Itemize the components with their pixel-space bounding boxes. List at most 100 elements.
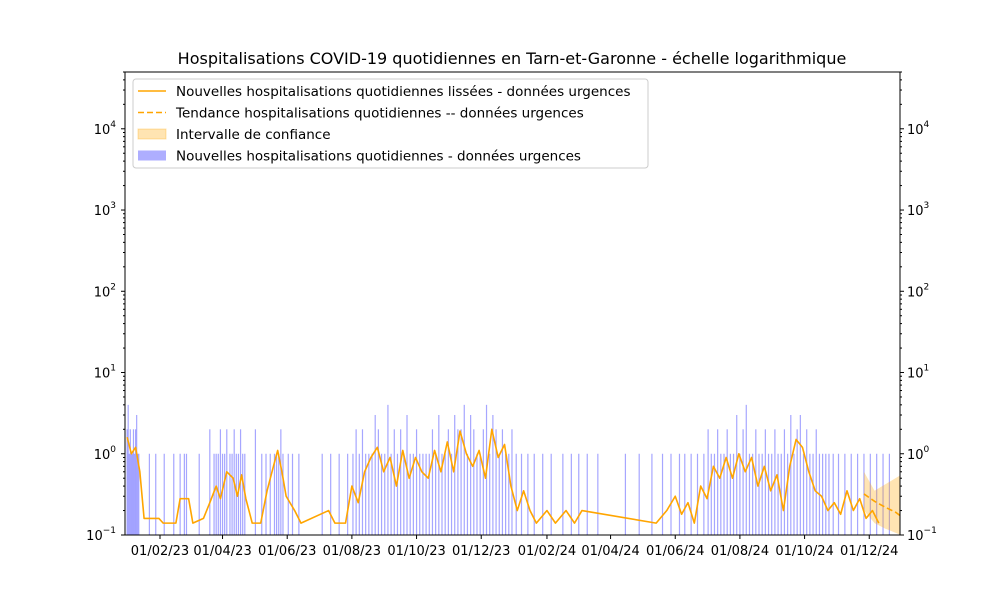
y-tick-label-left: 103: [94, 201, 116, 219]
bar: [707, 429, 709, 535]
bar: [135, 429, 137, 535]
bar: [670, 453, 672, 535]
x-tick-label: 01/02/23: [131, 544, 189, 559]
bar: [489, 453, 491, 535]
confidence-band: [863, 471, 900, 535]
y-tick-label-left: 104: [94, 120, 117, 138]
bar: [380, 453, 383, 535]
bar: [298, 453, 300, 535]
bar: [273, 453, 276, 535]
x-tick-label: 01/12/24: [840, 544, 898, 559]
bar: [215, 453, 217, 535]
bar: [179, 453, 181, 535]
bar: [133, 453, 136, 535]
bar: [844, 453, 846, 535]
bar: [832, 453, 834, 535]
bar: [527, 453, 529, 535]
bar: [229, 453, 231, 535]
bar: [825, 453, 827, 535]
bar: [291, 453, 294, 535]
bar: [422, 453, 424, 535]
bar: [198, 453, 200, 535]
bar: [412, 453, 414, 535]
plot-area: [126, 404, 900, 535]
bar: [148, 453, 150, 535]
bar: [710, 453, 712, 535]
x-tick-label: 01/12/23: [452, 544, 510, 559]
bar: [282, 453, 284, 535]
legend-label: Nouvelles hospitalisations quotidiennes …: [176, 84, 630, 100]
bar: [409, 453, 411, 535]
bar: [713, 453, 716, 535]
bar: [755, 429, 757, 535]
bar: [869, 453, 871, 535]
bar: [403, 453, 405, 535]
bar: [224, 453, 226, 535]
bar: [226, 429, 228, 535]
bar: [213, 453, 215, 535]
x-tick-label: 01/04/24: [581, 544, 639, 559]
bar: [185, 453, 188, 535]
bar: [726, 429, 728, 535]
bar: [511, 429, 513, 535]
bar: [131, 453, 134, 535]
bar: [787, 453, 789, 535]
bar: [888, 453, 890, 535]
bar: [771, 453, 773, 535]
bar: [790, 414, 792, 535]
bar: [586, 453, 588, 535]
bar: [447, 429, 449, 535]
bar: [347, 453, 349, 535]
bar: [748, 453, 751, 535]
bar: [515, 453, 517, 535]
x-tick-label: 01/06/23: [258, 544, 316, 559]
bar: [822, 453, 824, 535]
bar: [678, 453, 681, 535]
bar: [137, 453, 139, 535]
bar: [703, 453, 705, 535]
bar: [393, 429, 395, 535]
legend-swatch-bar: [138, 150, 166, 161]
bar: [876, 453, 878, 535]
bar: [276, 453, 278, 535]
bar: [533, 453, 535, 535]
bar: [501, 429, 504, 535]
bar: [130, 453, 132, 535]
bar: [457, 429, 459, 535]
bar: [221, 453, 224, 535]
bar: [684, 453, 686, 535]
bar: [473, 429, 475, 535]
bar: [542, 453, 544, 535]
bar: [438, 414, 440, 535]
bar: [661, 453, 664, 535]
bar: [231, 453, 233, 535]
bar: [321, 453, 323, 535]
bar: [505, 453, 507, 535]
bar: [476, 453, 478, 535]
bar: [163, 453, 165, 535]
x-tick-label: 01/08/24: [711, 544, 769, 559]
bar: [815, 429, 817, 535]
bar: [365, 453, 367, 535]
bar: [764, 429, 766, 535]
bar: [828, 453, 830, 535]
bar: [132, 429, 135, 535]
bar: [717, 429, 719, 535]
bar: [783, 429, 786, 535]
series-line-smoothed: [126, 428, 880, 524]
bar: [463, 404, 465, 535]
bar: [435, 453, 437, 535]
x-tick-label: 01/06/24: [646, 544, 704, 559]
x-tick-label: 01/10/24: [775, 544, 833, 559]
legend-label: Tendance hospitalisations quotidiennes -…: [175, 106, 584, 122]
bar: [856, 453, 859, 535]
bar: [129, 429, 131, 535]
bar: [492, 414, 494, 535]
y-tick-label-right: 102: [907, 282, 929, 300]
bar: [242, 453, 244, 535]
bar: [799, 414, 801, 535]
bar: [352, 453, 354, 535]
y-tick-label-right: 10−1: [907, 526, 937, 544]
bar: [723, 453, 725, 535]
bar: [767, 453, 770, 535]
